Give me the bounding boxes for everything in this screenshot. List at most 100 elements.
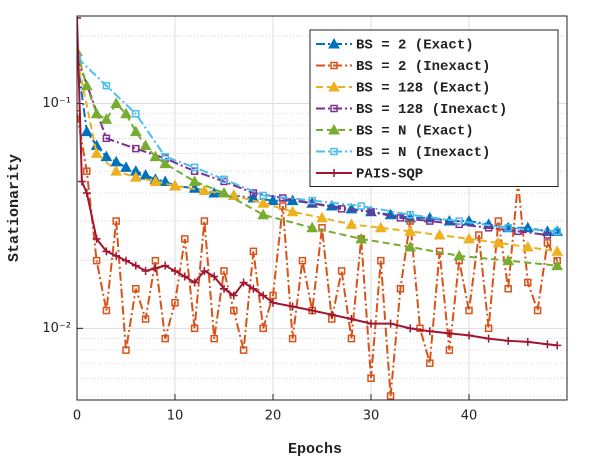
marker — [239, 346, 248, 354]
marker — [80, 125, 93, 137]
legend-label: BS = N (Exact) — [356, 124, 474, 140]
marker — [249, 189, 258, 197]
marker — [316, 211, 328, 223]
marker — [129, 125, 142, 137]
marker — [367, 319, 375, 328]
marker — [229, 291, 238, 300]
marker — [90, 107, 103, 119]
marker — [159, 175, 172, 186]
legend-label: BS = N (Inexact) — [356, 145, 490, 161]
marker — [404, 240, 417, 252]
marker — [288, 302, 297, 311]
marker — [249, 284, 258, 293]
marker — [230, 306, 238, 315]
marker — [406, 211, 414, 219]
marker — [139, 139, 152, 151]
marker — [504, 284, 512, 293]
marker — [484, 334, 493, 343]
marker — [463, 232, 475, 244]
marker — [337, 267, 346, 275]
marker — [551, 245, 564, 256]
marker — [161, 334, 169, 343]
x-tick-label: 20 — [265, 409, 282, 424]
legend-marker — [330, 169, 338, 177]
marker — [279, 202, 287, 210]
marker — [543, 340, 552, 349]
marker — [132, 110, 140, 118]
marker — [445, 329, 454, 338]
marker — [131, 261, 140, 270]
legend-marker — [328, 37, 340, 49]
marker — [416, 324, 424, 333]
marker — [210, 272, 219, 281]
marker — [151, 256, 160, 265]
marker — [543, 239, 552, 247]
x-tick-label: 30 — [363, 409, 380, 424]
marker — [355, 232, 368, 244]
marker — [190, 167, 199, 175]
marker — [132, 284, 140, 293]
marker — [426, 217, 434, 225]
marker — [112, 217, 120, 225]
marker — [504, 224, 512, 232]
legend-label: BS = 128 (Inexact) — [356, 102, 507, 118]
marker — [141, 266, 150, 275]
marker — [455, 217, 463, 225]
marker — [269, 298, 277, 307]
marker — [102, 134, 111, 143]
marker — [286, 205, 299, 217]
marker — [220, 175, 228, 184]
marker — [120, 107, 132, 119]
marker — [337, 205, 346, 213]
marker — [190, 278, 199, 287]
marker — [141, 315, 150, 323]
x-tick-label: 40 — [461, 409, 478, 424]
marker — [543, 231, 552, 239]
marker — [171, 298, 179, 307]
marker — [357, 202, 365, 210]
legend-label: BS = 128 (Exact) — [356, 81, 490, 97]
marker — [492, 236, 505, 248]
marker — [502, 254, 515, 266]
marker — [347, 334, 356, 343]
marker — [257, 208, 270, 220]
marker — [112, 251, 121, 260]
marker — [298, 256, 307, 265]
marker — [220, 267, 228, 275]
marker — [171, 266, 179, 275]
legend-marker — [330, 147, 338, 156]
marker — [210, 334, 218, 343]
marker — [374, 221, 387, 233]
marker — [102, 81, 111, 90]
marker — [377, 256, 385, 265]
marker — [180, 272, 189, 281]
marker — [220, 284, 228, 293]
marker — [102, 247, 111, 256]
marker — [327, 310, 336, 319]
series-line — [77, 56, 558, 233]
marker — [90, 147, 103, 158]
marker — [92, 234, 101, 243]
marker — [122, 256, 130, 265]
marker — [386, 319, 395, 328]
marker — [159, 157, 172, 169]
marker — [129, 171, 142, 182]
marker — [122, 346, 130, 354]
x-axis-label: Epochs — [288, 441, 342, 458]
marker — [445, 346, 454, 354]
marker — [433, 229, 446, 240]
marker — [247, 191, 260, 203]
marker — [306, 221, 319, 233]
legend-marker — [328, 123, 340, 135]
marker — [267, 194, 279, 206]
marker — [77, 16, 81, 23]
marker — [308, 306, 317, 315]
marker — [198, 184, 211, 196]
plot-lines — [77, 16, 564, 400]
marker — [80, 79, 93, 91]
marker — [161, 261, 170, 270]
series-line — [77, 113, 559, 397]
marker — [386, 392, 395, 400]
marker — [149, 175, 162, 186]
marker — [77, 53, 81, 62]
